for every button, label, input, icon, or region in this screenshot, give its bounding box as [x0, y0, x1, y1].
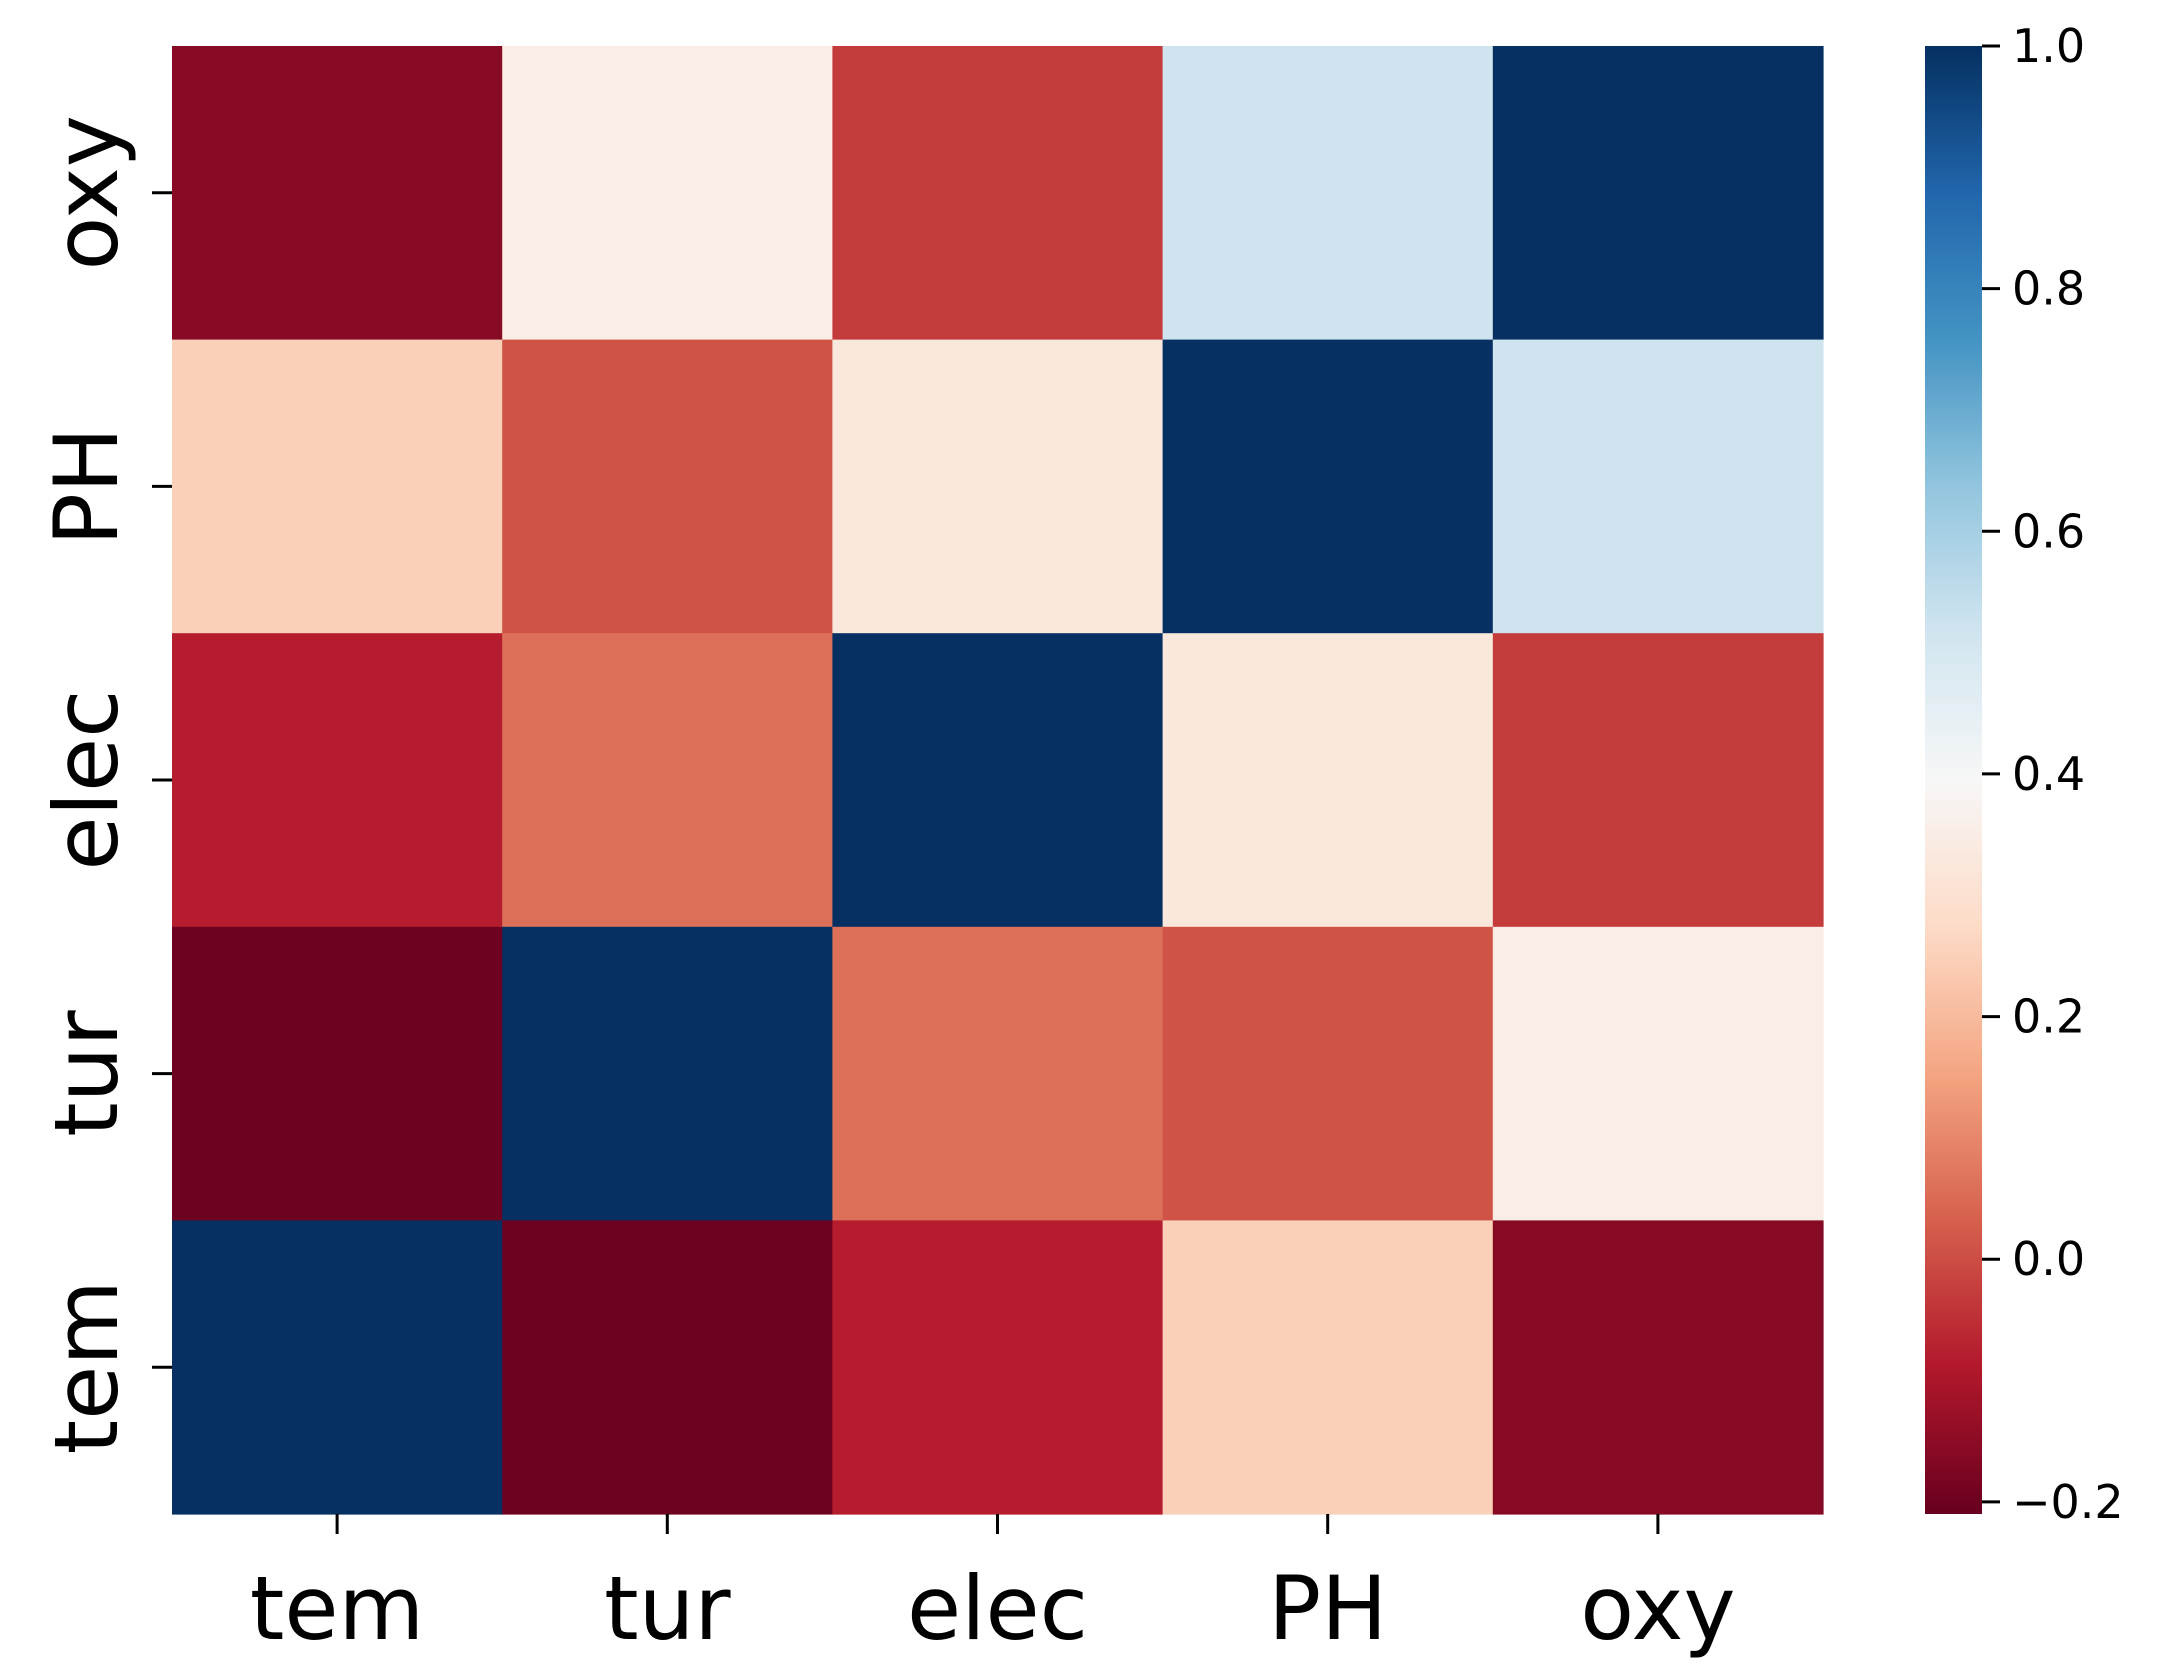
x-tick-label-tem: tem: [250, 1557, 424, 1660]
y-tick-label-oxy: oxy: [35, 115, 138, 270]
y-tick-label-ph: PH: [35, 427, 138, 546]
y-tick-label-elec: elec: [35, 689, 138, 870]
heatmap-cell-tem-oxy: [1492, 1220, 1824, 1515]
y-tick-label-tur: tur: [35, 1010, 138, 1137]
colorbar-tick-label: 0.6: [2012, 504, 2085, 558]
heatmap-cell-elec-tem: [172, 633, 503, 928]
heatmap-cell-ph-elec: [832, 339, 1164, 634]
heatmap-cell-ph-tur: [502, 339, 833, 634]
x-axis: tem tur elec PH oxy: [250, 1514, 1736, 1660]
heatmap-cell-tur-tem: [172, 926, 503, 1221]
heatmap-cell-ph-ph: [1162, 339, 1494, 634]
heatmap-cell-elec-ph: [1162, 633, 1494, 928]
heatmap-cell-tem-tur: [502, 1220, 833, 1515]
heatmap-cell-ph-tem: [172, 339, 503, 634]
heatmap-cell-oxy-elec: [832, 46, 1164, 341]
heatmap-cell-tur-ph: [1162, 926, 1494, 1221]
heatmap-cell-oxy-ph: [1162, 46, 1494, 341]
heatmap-cell-tur-tur: [502, 926, 833, 1221]
colorbar-gradient: [1925, 46, 1982, 1514]
heatmap-cell-ph-oxy: [1492, 339, 1824, 634]
colorbar-tick-label: 1.0: [2012, 19, 2085, 73]
x-tick-label-oxy: oxy: [1580, 1557, 1735, 1660]
colorbar-tick-label: 0.2: [2012, 990, 2085, 1044]
heatmap-cell-elec-oxy: [1492, 633, 1824, 928]
colorbar: −0.2 0.0 0.2 0.4 0.6 0.8 1.0: [1925, 19, 2124, 1529]
colorbar-tick-label: 0.4: [2012, 747, 2085, 801]
y-tick-label-tem: tem: [35, 1280, 138, 1454]
heatmap-cells: [172, 46, 1824, 1515]
colorbar-tick-label: 0.0: [2012, 1232, 2085, 1286]
heatmap-cell-oxy-oxy: [1492, 46, 1824, 341]
heatmap-cell-oxy-tem: [172, 46, 503, 341]
heatmap-cell-tem-ph: [1162, 1220, 1494, 1515]
colorbar-tick-label: 0.8: [2012, 262, 2085, 316]
heatmap-cell-tur-oxy: [1492, 926, 1824, 1221]
heatmap-cell-oxy-tur: [502, 46, 833, 341]
heatmap-cell-elec-elec: [832, 633, 1164, 928]
x-tick-label-tur: tur: [604, 1557, 731, 1660]
x-tick-label-ph: PH: [1268, 1557, 1387, 1660]
heatmap-cell-tem-tem: [172, 1220, 503, 1515]
y-axis: oxy PH elec tur tem: [35, 115, 172, 1454]
colorbar-tick-label: −0.2: [2012, 1475, 2124, 1529]
heatmap-cell-elec-tur: [502, 633, 833, 928]
heatmap-cell-tem-elec: [832, 1220, 1164, 1515]
x-tick-label-elec: elec: [907, 1557, 1088, 1660]
heatmap-cell-tur-elec: [832, 926, 1164, 1221]
